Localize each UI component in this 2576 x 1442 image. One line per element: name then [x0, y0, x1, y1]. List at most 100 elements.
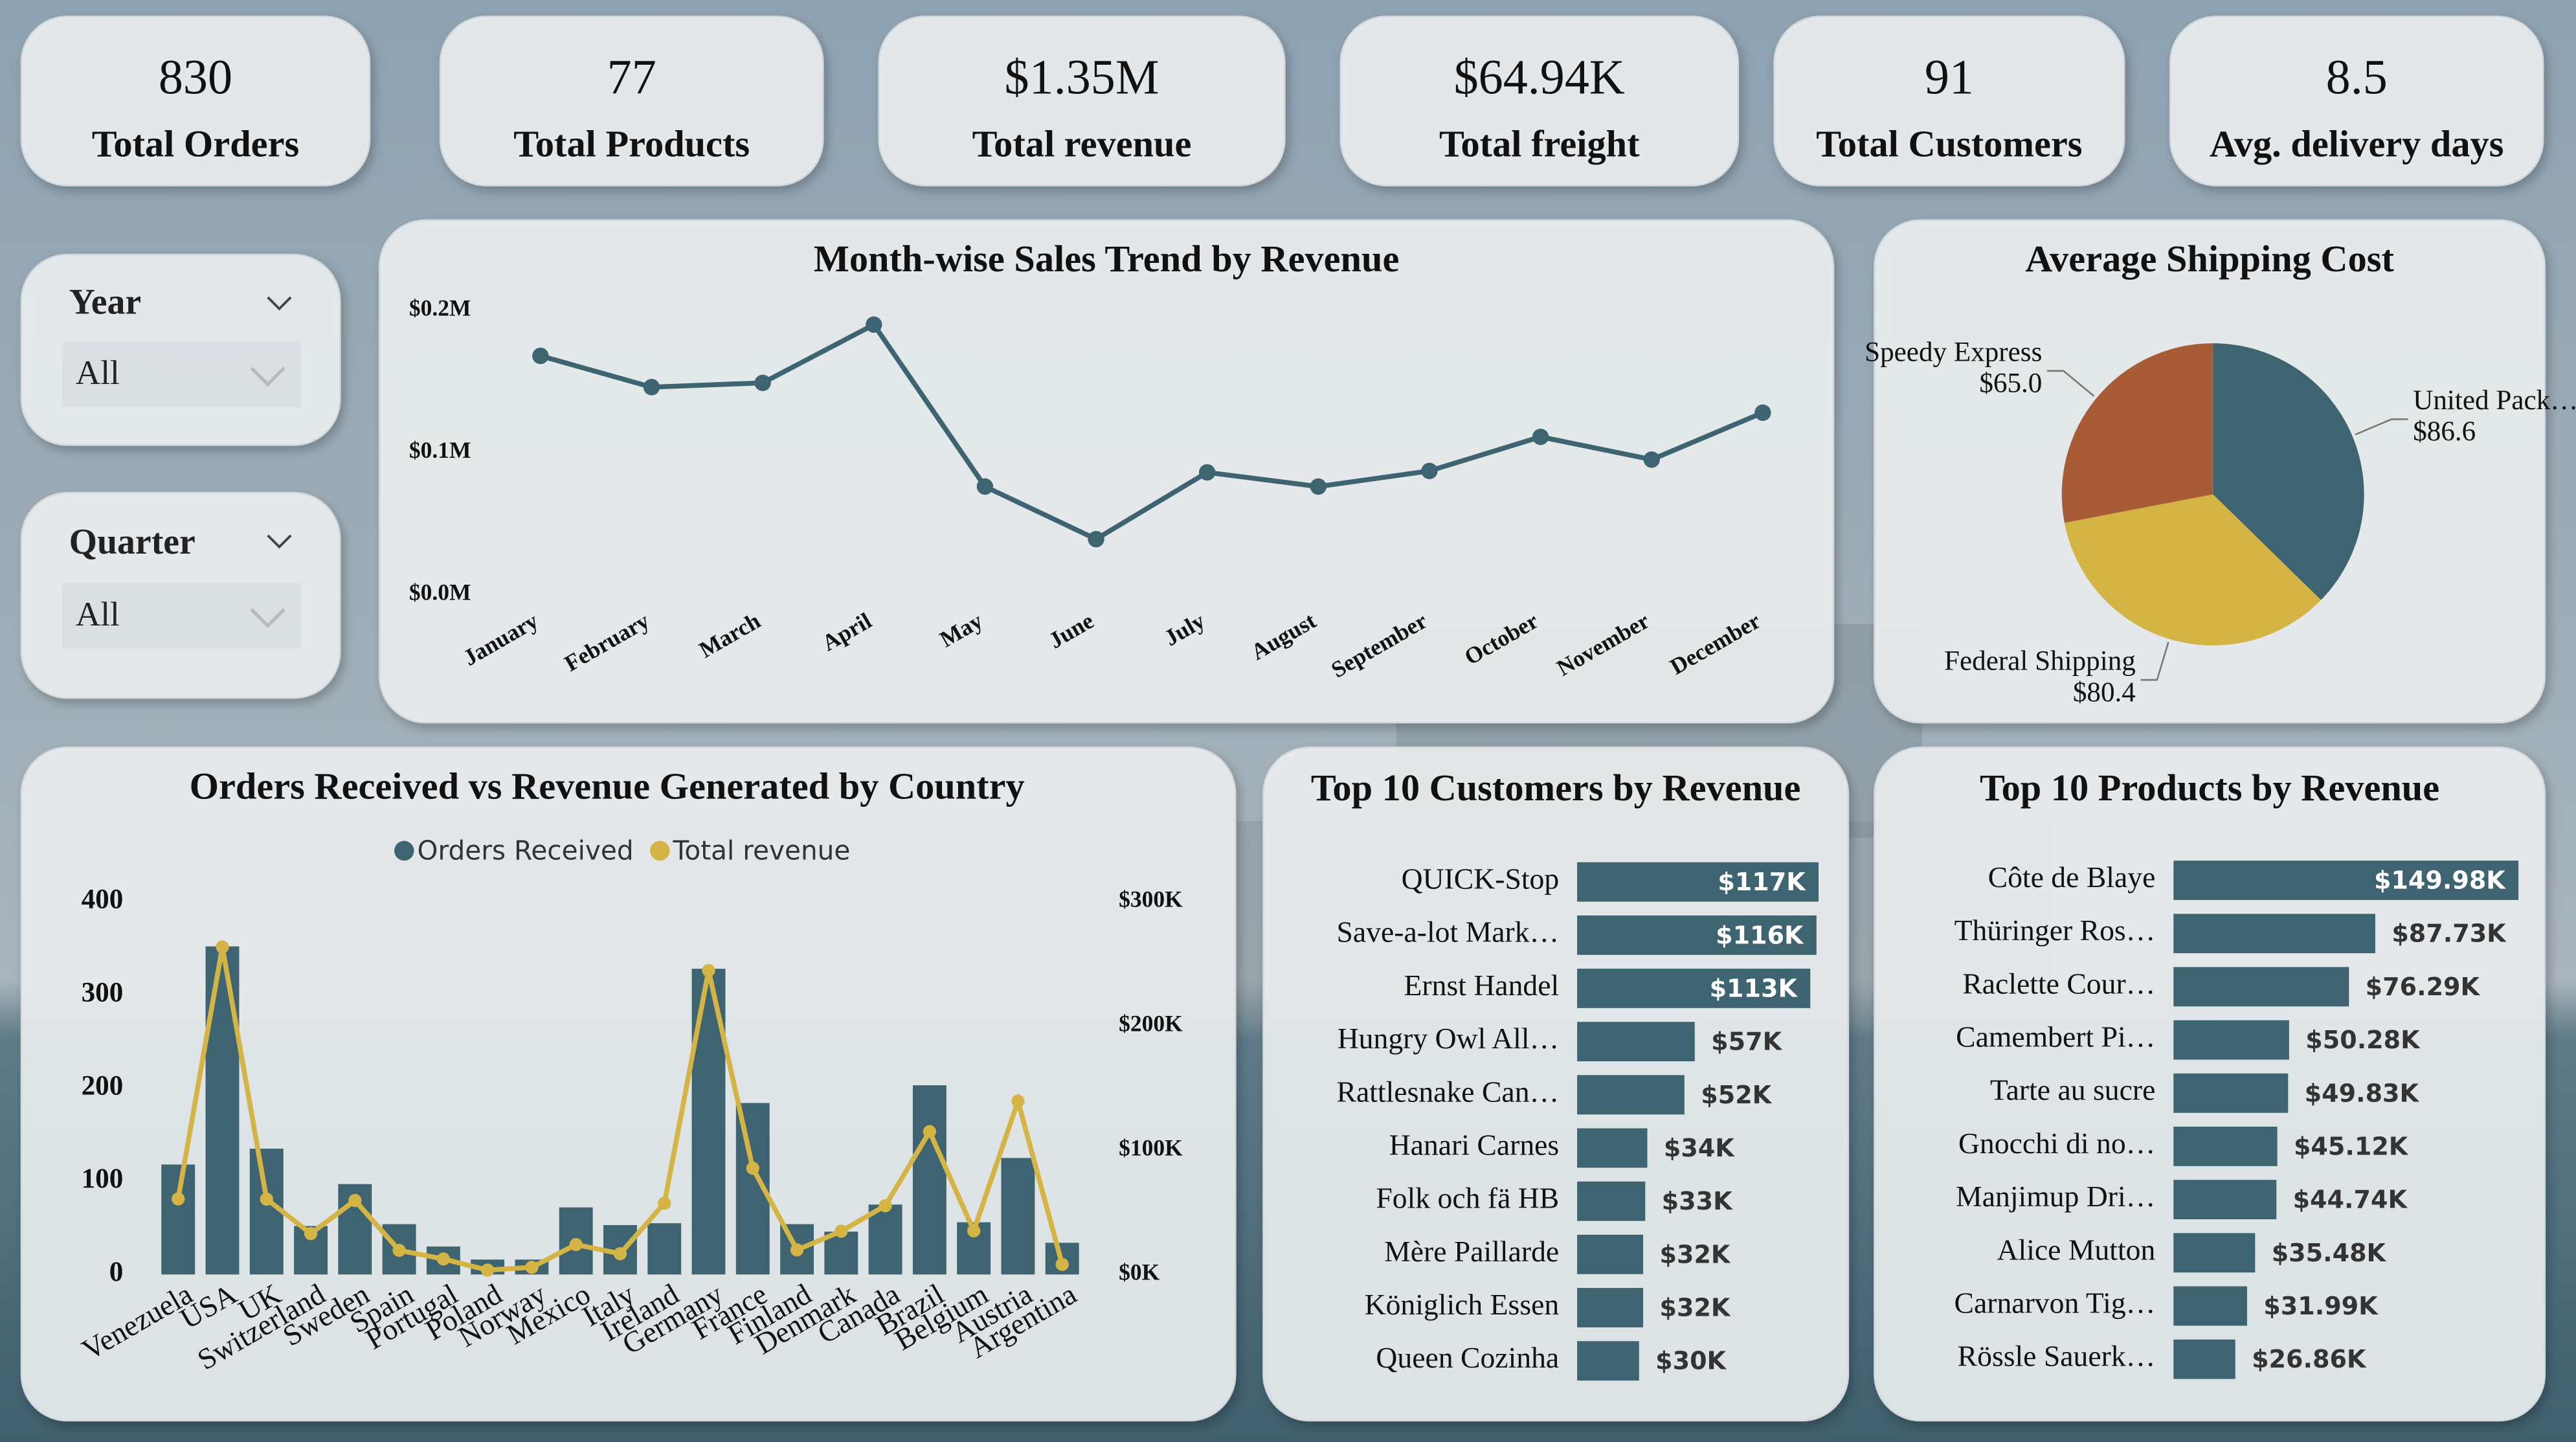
point: [834, 1224, 848, 1238]
value-label: $26.86K: [2252, 1345, 2367, 1373]
category-label: Côte de Blaye: [1988, 861, 2156, 894]
bar: [824, 1232, 858, 1275]
category-label: Hungry Owl All…: [1338, 1022, 1560, 1055]
value-label: $149.98K: [2374, 866, 2506, 895]
point: [613, 1247, 627, 1261]
bar: [161, 1164, 196, 1275]
value-label: $117K: [1718, 868, 1806, 896]
dropdown[interactable]: [62, 341, 301, 408]
pie-label: United Pack…: [2413, 385, 2576, 416]
chart-title: Orders Received vs Revenue Generated by …: [190, 765, 1025, 807]
point: [879, 1199, 892, 1213]
value-label: $57K: [1711, 1028, 1782, 1056]
point: [532, 347, 549, 365]
point: [392, 1243, 406, 1257]
bar: [1577, 1128, 1648, 1168]
category-label: Rattlesnake Can…: [1337, 1075, 1560, 1108]
kpi-card: [2169, 16, 2544, 186]
bar: [249, 1148, 284, 1275]
value-label: $45.12K: [2294, 1132, 2409, 1160]
bar: [1577, 862, 1819, 902]
dropdown-value: All: [76, 354, 120, 392]
y-tick-label: 0: [109, 1257, 124, 1287]
kpi-value: $1.35M: [1005, 50, 1159, 104]
value-label: $113K: [1710, 974, 1798, 1002]
kpi-label: Avg. delivery days: [2210, 123, 2503, 165]
pie-slice: [2213, 343, 2364, 600]
kpi-label: Total Customers: [1816, 123, 2082, 165]
value-label: $35.48K: [2272, 1239, 2387, 1267]
pie-value-label: $80.4: [2073, 677, 2136, 708]
leader-line: [2140, 642, 2169, 681]
chevron[interactable]: [267, 296, 292, 311]
line: [539, 321, 1764, 542]
chart-title: Month-wise Sales Trend by Revenue: [814, 238, 1400, 280]
bar: [1577, 1075, 1685, 1115]
pie-value-label: $86.6: [2413, 416, 2476, 447]
chart-title: Top 10 Products by Revenue: [1980, 767, 2439, 809]
chart-card: [378, 219, 1835, 724]
pie-slice: [2061, 343, 2213, 523]
bar: [912, 1085, 946, 1275]
point: [172, 1192, 185, 1206]
kpi-label: Total Products: [513, 123, 750, 165]
value-label: $52K: [1701, 1081, 1772, 1109]
legend-label: Total revenue: [673, 835, 851, 866]
bar: [647, 1223, 682, 1275]
point: [790, 1243, 804, 1257]
bar: [1577, 1234, 1644, 1274]
y-tick-label: 300: [82, 977, 124, 1008]
bar: [1577, 1181, 1646, 1221]
kpi-card: [1773, 16, 2125, 186]
chevron[interactable]: [267, 534, 292, 549]
category-label: QUICK-Stop: [1402, 862, 1560, 896]
point: [976, 478, 994, 495]
category-label: Gnocchi di no…: [1958, 1127, 2155, 1160]
category-label: Raclette Cour…: [1962, 967, 2155, 1000]
point: [754, 374, 771, 391]
legend-marker: [649, 840, 670, 861]
bar: [1577, 1288, 1644, 1327]
point: [643, 379, 660, 396]
kpi-value: 91: [1925, 50, 1974, 104]
kpi-card: [1339, 16, 1740, 186]
value-label: $34K: [1664, 1134, 1735, 1162]
value-label: $49.83K: [2305, 1079, 2420, 1107]
point: [525, 1261, 539, 1274]
bar: [1577, 968, 1811, 1008]
y-tick-label: $0.2M: [409, 295, 471, 321]
pie-slice: [2064, 494, 2322, 646]
category-label: Save-a-lot Mark…: [1337, 916, 1560, 949]
point: [746, 1162, 759, 1175]
point: [569, 1237, 583, 1252]
dropdown[interactable]: [62, 583, 301, 649]
category-label: Rössle Sauerk…: [1958, 1340, 2156, 1373]
y-tick-label: 400: [82, 884, 124, 914]
bar: [2173, 967, 2349, 1007]
bar: [2173, 914, 2375, 954]
value-label: $44.74K: [2293, 1186, 2408, 1214]
point: [1421, 462, 1438, 479]
bar: [1577, 1022, 1695, 1062]
category-label: Manjimup Dri…: [1956, 1180, 2155, 1213]
legend-label: Orders Received: [418, 835, 634, 866]
kpi-value: 830: [159, 50, 232, 104]
point: [1055, 1257, 1069, 1271]
kpi-label: Total revenue: [972, 123, 1192, 165]
bar: [1577, 915, 1817, 955]
point: [304, 1226, 318, 1241]
point: [967, 1224, 981, 1237]
bar: [2173, 1286, 2247, 1326]
slicer-label: Year: [69, 282, 142, 322]
point: [216, 940, 229, 954]
chart-title: Average Shipping Cost: [2025, 238, 2394, 280]
category-label: Folk och fä HB: [1376, 1182, 1559, 1215]
leader-line: [2046, 370, 2095, 397]
value-label: $32K: [1659, 1240, 1730, 1268]
bar: [2173, 1233, 2256, 1273]
legend-marker: [394, 840, 414, 861]
point: [1754, 404, 1771, 422]
dropdown-value: All: [76, 595, 120, 633]
pie-value-label: $65.0: [1979, 368, 2042, 399]
